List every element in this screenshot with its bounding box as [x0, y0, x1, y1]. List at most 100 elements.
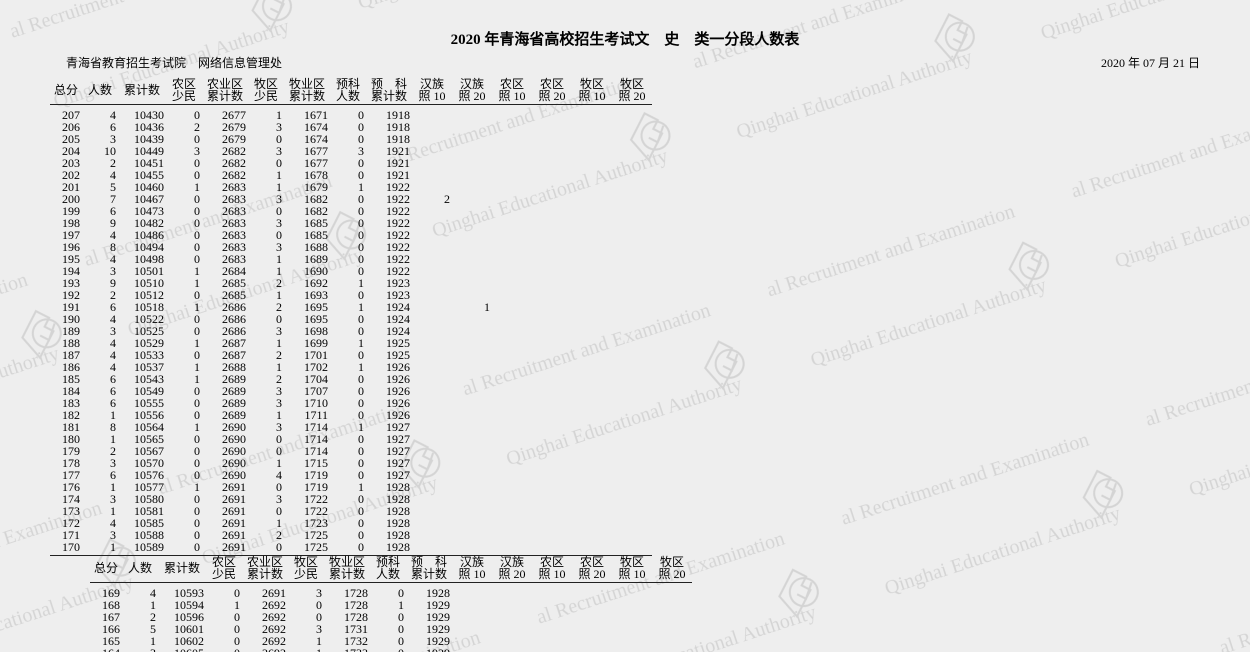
cell — [412, 145, 452, 157]
cell — [492, 583, 532, 600]
cell — [412, 397, 452, 409]
cell — [572, 397, 612, 409]
cell — [492, 181, 532, 193]
cell — [572, 623, 612, 635]
cell — [492, 193, 532, 205]
cell — [452, 157, 492, 169]
cell — [452, 599, 492, 611]
cell — [612, 493, 652, 505]
page-title: 2020 年青海省高校招生考试文 史 类一分段人数表 — [0, 28, 1250, 49]
cell — [452, 325, 492, 337]
cell — [412, 445, 452, 457]
table-row: 207410430026771167101918 — [50, 105, 652, 122]
col-header: 预 科累计数 — [406, 556, 452, 583]
cell — [612, 241, 652, 253]
cell — [532, 265, 572, 277]
cell — [412, 373, 452, 385]
cell — [412, 505, 452, 517]
cell — [572, 133, 612, 145]
col-header: 总分 — [50, 78, 82, 105]
cell — [412, 205, 452, 217]
cell — [492, 105, 532, 122]
cell — [492, 361, 532, 373]
cell — [532, 611, 572, 623]
cell: 1928 — [366, 541, 412, 556]
cell — [572, 421, 612, 433]
cell — [532, 457, 572, 469]
cell — [612, 635, 652, 647]
cell — [452, 277, 492, 289]
cell — [652, 583, 692, 600]
cell — [612, 611, 652, 623]
cell — [492, 457, 532, 469]
cell — [572, 505, 612, 517]
cell — [452, 229, 492, 241]
cell — [492, 301, 532, 313]
tables-wrap: 总分人数累计数农区少民农业区累计数牧区少民牧业区累计数预科人数预 科累计数汉族照… — [50, 78, 1200, 652]
cell — [492, 337, 532, 349]
cell — [612, 301, 652, 313]
cell — [612, 469, 652, 481]
cell — [652, 599, 692, 611]
cell — [612, 337, 652, 349]
cell — [572, 541, 612, 556]
cell: 0 — [330, 541, 366, 556]
cell — [412, 337, 452, 349]
cell — [492, 469, 532, 481]
col-header: 牧区照 20 — [612, 78, 652, 105]
cell — [492, 433, 532, 445]
cell — [532, 361, 572, 373]
cell — [612, 647, 652, 652]
cell: 2692 — [242, 647, 288, 652]
cell: 0 — [166, 105, 202, 122]
cell — [612, 397, 652, 409]
col-header: 牧区照 10 — [612, 556, 652, 583]
cell — [492, 205, 532, 217]
col-header: 汉族照 10 — [452, 556, 492, 583]
cell — [612, 217, 652, 229]
cell — [412, 385, 452, 397]
col-header: 农业区累计数 — [202, 78, 248, 105]
cell — [572, 289, 612, 301]
cell — [532, 397, 572, 409]
cell: 1928 — [406, 583, 452, 600]
cell — [612, 599, 652, 611]
cell — [532, 337, 572, 349]
cell: 10605 — [158, 647, 206, 652]
cell — [492, 445, 532, 457]
cell — [452, 145, 492, 157]
cell — [492, 635, 532, 647]
table-body: 1694105930269131728019281681105941269201… — [90, 583, 692, 652]
cell: 3 — [122, 647, 158, 652]
cell — [612, 133, 652, 145]
cell — [492, 409, 532, 421]
cell — [612, 121, 652, 133]
issuer: 青海省教育招生考试院 网络信息管理处 — [66, 54, 282, 71]
cell: 4 — [122, 583, 158, 600]
cell: 1 — [288, 647, 324, 652]
cell — [452, 445, 492, 457]
cell — [412, 493, 452, 505]
cell — [412, 325, 452, 337]
cell — [412, 157, 452, 169]
cell — [452, 385, 492, 397]
cell — [612, 385, 652, 397]
cell — [612, 481, 652, 493]
cell: 0 — [330, 105, 366, 122]
cell — [412, 217, 452, 229]
cell — [492, 541, 532, 556]
cell — [572, 205, 612, 217]
cell — [532, 623, 572, 635]
cell — [532, 349, 572, 361]
table-header: 总分人数累计数农区少民农业区累计数牧区少民牧业区累计数预科人数预 科累计数汉族照… — [90, 556, 692, 583]
cell — [532, 157, 572, 169]
cell — [572, 647, 612, 652]
cell — [652, 611, 692, 623]
cell — [492, 145, 532, 157]
cell — [532, 301, 572, 313]
cell: 164 — [90, 647, 122, 652]
cell — [572, 169, 612, 181]
cell — [452, 105, 492, 122]
cell — [612, 229, 652, 241]
cell — [572, 337, 612, 349]
